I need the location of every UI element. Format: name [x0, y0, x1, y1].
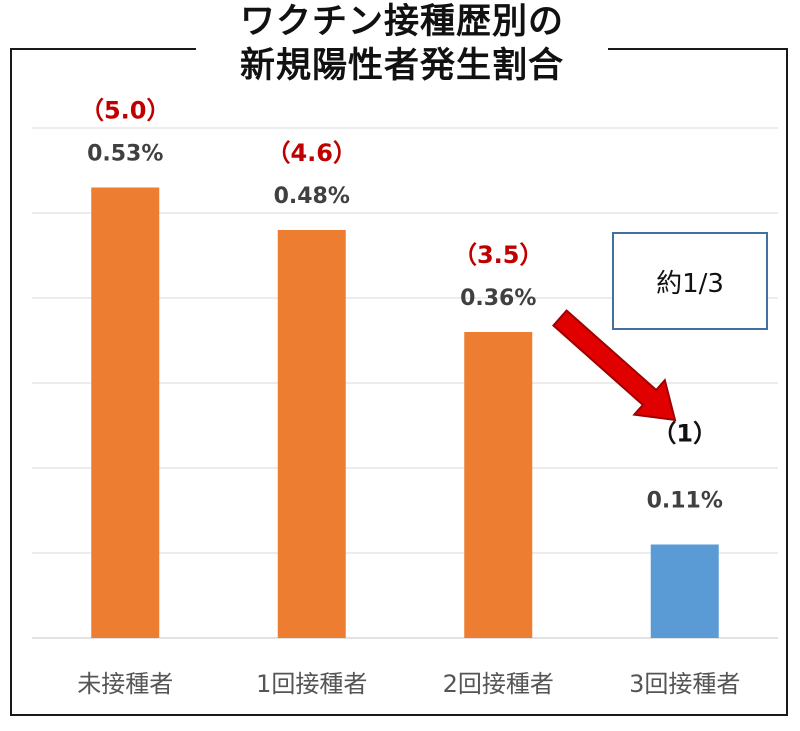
annotation-text: 約1/3	[656, 268, 724, 299]
bar	[650, 544, 719, 638]
chart-title: ワクチン接種歴別の 新規陽性者発生割合	[196, 0, 608, 100]
data-label: 0.11%	[647, 489, 723, 514]
x-tick-label: 3回接種者	[629, 670, 740, 698]
ratio-label: （3.5）	[453, 241, 544, 269]
annotation-box: 約1/3	[612, 232, 768, 330]
data-label: 0.53%	[87, 142, 163, 167]
chart-title-line-1: ワクチン接種歴別の	[239, 2, 564, 42]
x-tick-label: 1回接種者	[256, 670, 367, 698]
bar	[464, 332, 533, 638]
x-tick-label: 2回接種者	[443, 670, 554, 698]
data-label: 0.48%	[274, 184, 350, 209]
ratio-label: （1）	[652, 420, 717, 448]
ratio-label: （4.6）	[266, 139, 357, 167]
x-tick-label: 未接種者	[77, 670, 173, 698]
bar	[91, 187, 160, 638]
data-label: 0.36%	[460, 286, 536, 311]
bar	[277, 230, 346, 638]
ratio-label: （5.0）	[80, 97, 171, 125]
chart-title-line-2: 新規陽性者発生割合	[239, 46, 564, 86]
down-arrow-icon	[551, 309, 677, 422]
